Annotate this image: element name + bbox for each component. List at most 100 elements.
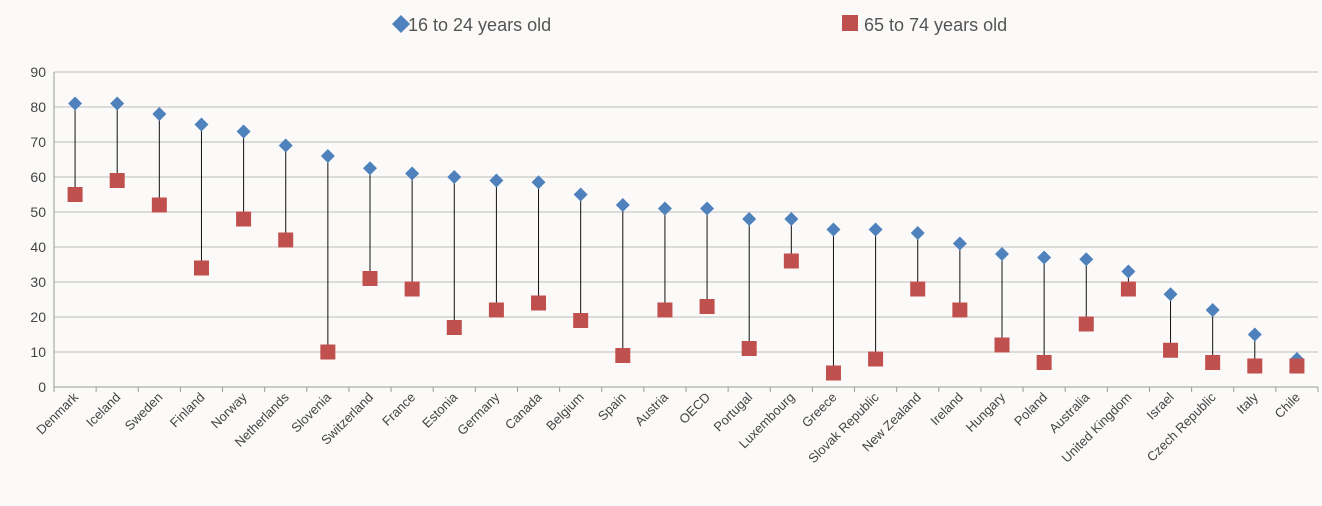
x-category-label: Ireland (927, 390, 966, 429)
point-65-74 (446, 320, 462, 335)
y-axis-tick-labels: 0 10 20 30 40 50 60 70 80 90 (30, 64, 46, 395)
x-category-label: Estonia (419, 389, 461, 431)
legend: 16 to 24 years old 65 to 74 years old (392, 15, 1007, 35)
point-16-24 (110, 96, 125, 111)
x-category-label: Iceland (83, 390, 123, 430)
point-16-24 (447, 170, 462, 184)
point-65-74 (1289, 358, 1305, 374)
point-16-24 (910, 226, 925, 240)
y-tick-label: 90 (30, 64, 46, 80)
point-16-24 (68, 96, 83, 111)
x-category-label: Sweden (122, 390, 166, 434)
point-65-74 (1036, 355, 1052, 370)
point-16-24 (1163, 287, 1178, 302)
x-axis (53, 72, 1319, 392)
point-16-24 (1247, 327, 1262, 342)
point-65-74 (1205, 355, 1221, 370)
point-16-24 (1079, 252, 1094, 267)
y-tick-label: 40 (30, 239, 46, 255)
point-65-74 (1120, 281, 1136, 297)
point-65-74 (109, 173, 125, 188)
point-16-24 (152, 107, 167, 121)
y-tick-label: 30 (30, 274, 46, 290)
point-16-24 (952, 236, 967, 251)
point-65-74 (657, 302, 673, 318)
x-category-label: Austria (632, 389, 672, 429)
y-tick-label: 20 (30, 309, 46, 325)
point-16-24 (995, 247, 1009, 261)
x-category-label: France (379, 390, 418, 429)
point-65-74 (67, 187, 83, 202)
x-category-label: Denmark (33, 389, 81, 437)
point-16-24 (194, 117, 209, 132)
legend-label-16-24: 16 to 24 years old (408, 15, 551, 35)
x-category-label: Belgium (543, 390, 587, 434)
y-tick-label: 60 (30, 169, 46, 185)
point-65-74 (1078, 316, 1094, 332)
point-16-24 (278, 138, 293, 153)
x-category-label: Hungary (963, 389, 1009, 435)
y-tick-label: 80 (30, 99, 46, 115)
point-16-24 (531, 175, 546, 190)
point-65-74 (404, 281, 420, 297)
point-16-24 (742, 212, 757, 226)
legend-marker-65-74 (842, 15, 858, 31)
x-category-label: Chile (1272, 390, 1304, 422)
point-65-74 (615, 348, 631, 363)
point-65-74 (699, 299, 715, 314)
y-tick-label: 0 (38, 379, 46, 395)
point-65-74 (825, 365, 841, 381)
gridlines (54, 71, 1318, 353)
y-tick-label: 50 (30, 204, 46, 220)
y-tick-label: 10 (30, 344, 46, 360)
point-65-74 (1163, 342, 1179, 358)
point-65-74 (910, 281, 926, 297)
x-category-label: Spain (595, 390, 629, 424)
point-65-74 (151, 197, 167, 213)
point-65-74 (362, 271, 378, 286)
point-16-24 (784, 212, 799, 226)
point-65-74 (783, 253, 799, 269)
point-16-24 (573, 187, 588, 202)
x-category-label: Finland (167, 390, 208, 431)
point-16-24 (405, 166, 420, 181)
point-16-24 (320, 149, 335, 163)
x-category-label: Canada (502, 389, 545, 432)
point-65-74 (868, 351, 884, 367)
x-category-label: Germany (454, 389, 503, 438)
legend-label-65-74: 65 to 74 years old (864, 15, 1007, 35)
x-category-label: OECD (676, 390, 713, 427)
point-65-74 (573, 313, 589, 328)
point-16-24 (826, 222, 841, 237)
point-16-24 (700, 201, 715, 216)
x-category-label: Italy (1233, 389, 1261, 417)
x-category-label: Poland (1011, 390, 1050, 429)
point-16-24 (1205, 303, 1220, 317)
y-tick-label: 70 (30, 134, 46, 150)
point-65-74 (236, 211, 252, 227)
point-16-24 (868, 222, 883, 237)
point-65-74 (741, 341, 757, 356)
point-65-74 (193, 260, 209, 276)
point-65-74 (488, 302, 504, 318)
point-16-24 (615, 198, 630, 212)
connector-lines (74, 103, 1298, 373)
point-16-24 (363, 161, 377, 176)
point-65-74 (994, 337, 1010, 353)
point-16-24 (1037, 250, 1052, 265)
legend-marker-16-24 (392, 15, 410, 33)
point-16-24 (236, 124, 251, 139)
point-65-74 (1247, 358, 1263, 374)
x-category-label: Norway (208, 389, 250, 431)
point-65-74 (531, 295, 547, 311)
point-16-24 (657, 201, 672, 216)
point-65-74 (320, 344, 336, 360)
point-65-74 (278, 232, 294, 248)
point-16-24 (1121, 264, 1136, 279)
point-16-24 (489, 173, 504, 188)
x-category-label: Greece (799, 390, 840, 431)
x-category-label: Israel (1144, 389, 1177, 422)
